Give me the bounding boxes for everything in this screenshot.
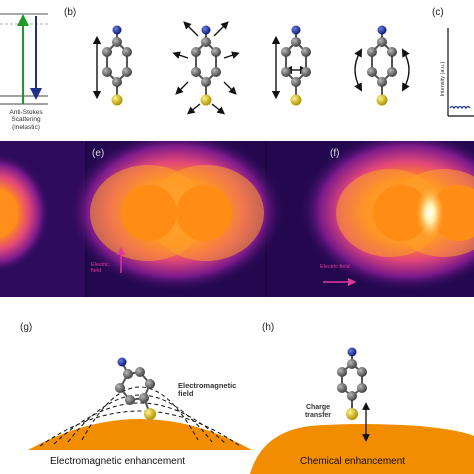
carbon-atom [387,47,397,57]
carbon-atom [211,67,221,77]
carbon-atom [191,47,201,57]
carbon-atom [291,77,301,87]
carbon-atom [377,37,387,47]
carbon-atom [291,37,301,47]
tilted-molecule [115,357,156,420]
electric-field-label-e: Electric field [91,262,110,275]
carbon-atom [191,67,201,77]
carbon-atom [122,47,132,57]
panel-label-f: (f) [330,148,340,159]
molecule-mode-1 [92,25,132,106]
anti-stokes-label: Anti-Stokes Scattering (inelastic) [9,109,43,131]
energy-diagram [0,13,48,105]
carbon-atom [387,67,397,77]
intensity-axis-label: Intensity (a.u.) [439,61,446,97]
field-map-d-partial [0,153,50,273]
carbon-atom [122,67,132,77]
carbon-atom [301,47,311,57]
sulfur-atom [200,94,212,106]
panel-label-c: (c) [432,7,444,18]
carbon-atom [367,67,377,77]
nanoparticle-right [176,185,232,241]
molecule-mode-4 [354,25,410,106]
top-row [0,13,474,117]
carbon-atom [367,47,377,57]
carbon-atom [201,37,211,47]
carbon-atom [301,67,311,77]
metal-surface-g [28,419,252,450]
molecule-mode-3 [271,25,311,106]
panel-label-g: (g) [20,322,33,333]
metal-surface-h [250,424,474,474]
carbon-atom [281,67,291,77]
em-field-label: Electromagnetic field [178,381,237,399]
carbon-atom [281,47,291,57]
nitrogen-atom [377,25,387,35]
sulfur-atom [290,94,302,106]
bottom-row [28,347,474,474]
carbon-atom [112,37,122,47]
nitrogen-atom [291,25,301,35]
spectrum-plot [447,28,474,117]
field-map-e [68,141,284,291]
carbon-atom [102,67,112,77]
upright-molecule [337,347,370,442]
carbon-atom [211,47,221,57]
chem-enhancement-label: Chemical enhancement [300,456,406,467]
electric-field-label-f: Electric field [320,264,350,270]
carbon-atom [112,77,122,87]
carbon-atom [377,77,387,87]
charge-transfer-label: Charge transfer [304,404,332,419]
molecule-mode-2 [172,21,240,115]
sulfur-atom [376,94,388,106]
panel-label-b: (b) [64,7,77,18]
field-maps [0,141,474,297]
sulfur-atom [111,94,123,106]
em-enhancement-label: Electromagnetic enhancement [50,456,186,467]
nitrogen-atom [201,25,211,35]
panel-label-e: (e) [92,148,105,159]
panel-label-h: (h) [262,322,275,333]
field-lines [39,386,241,447]
carbon-atom [102,47,112,57]
field-map-f [300,141,474,291]
carbon-atom [201,77,211,87]
nanoparticle-left [121,185,177,241]
hotspot-gap [416,187,444,239]
nitrogen-atom [112,25,122,35]
